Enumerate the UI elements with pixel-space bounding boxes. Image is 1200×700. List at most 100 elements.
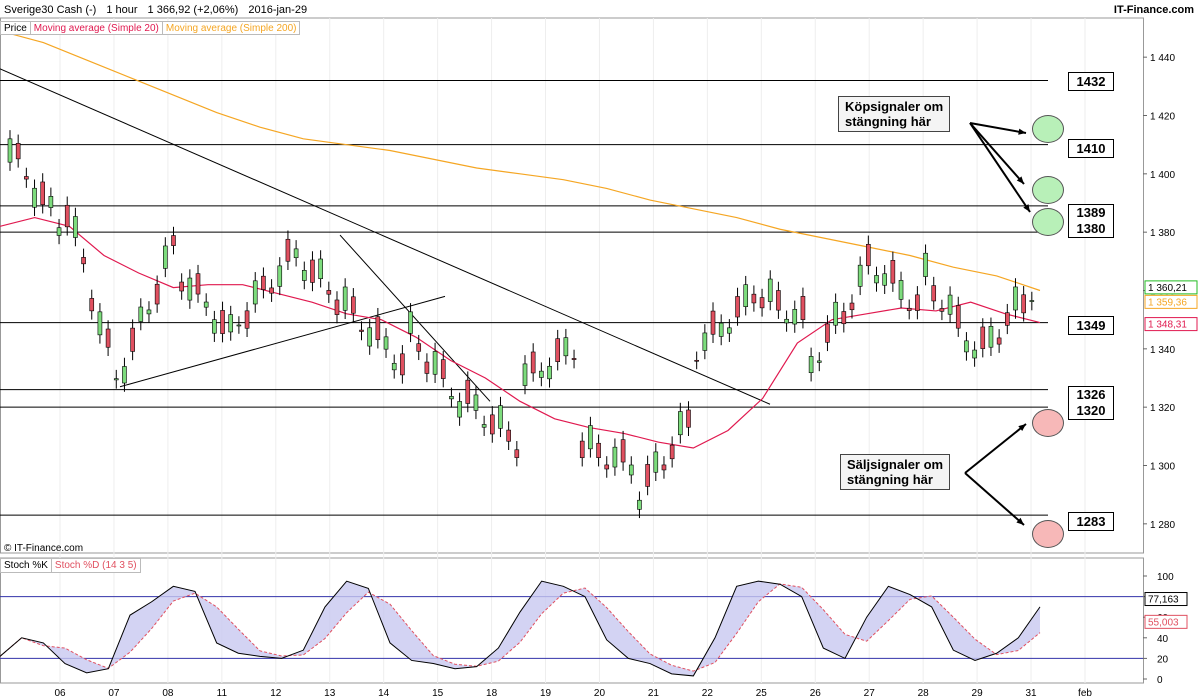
current-value-tag xyxy=(1144,294,1198,309)
stoch-value-text: 55,003 xyxy=(1148,617,1179,628)
candle-body xyxy=(596,442,601,458)
x-tick-label: 12 xyxy=(270,688,282,699)
price-tick-label: 1 320 xyxy=(1150,403,1175,414)
candle-body xyxy=(146,309,152,315)
x-tick-label: 28 xyxy=(918,688,930,699)
current-value-tag xyxy=(1144,280,1198,295)
candle-body xyxy=(81,257,86,265)
level-label-1410: 1410 xyxy=(1068,139,1114,158)
x-tick-label: 11 xyxy=(217,688,228,699)
candle-body xyxy=(105,328,111,348)
candle-body xyxy=(857,264,863,287)
candle-body xyxy=(293,248,299,259)
candle-body xyxy=(759,297,765,309)
trend-line xyxy=(339,234,491,402)
candle-body xyxy=(612,446,618,468)
level-label-1389: 1389 xyxy=(1076,205,1106,220)
candle-body xyxy=(628,464,634,476)
candle-body xyxy=(449,396,454,400)
candle-body xyxy=(563,337,569,357)
candle-body xyxy=(400,353,405,376)
x-tick-label: 22 xyxy=(702,688,714,699)
level-label-1349: 1349 xyxy=(1068,316,1114,335)
candle-body xyxy=(7,138,13,163)
price-tick-label: 1 340 xyxy=(1150,345,1175,356)
candle-body xyxy=(351,296,356,314)
stoch-d-legend: Stoch %D (14 3 5) xyxy=(50,558,141,573)
candle-body xyxy=(195,273,201,295)
candle-body xyxy=(947,294,953,315)
x-tick-label: 31 xyxy=(1025,688,1037,699)
candle-body xyxy=(751,293,757,304)
candle-body xyxy=(792,309,798,325)
candle-body xyxy=(220,310,225,334)
candle-body xyxy=(898,280,904,300)
x-tick-label: 19 xyxy=(540,688,552,699)
x-tick-label: 07 xyxy=(108,688,120,699)
x-tick-label: 25 xyxy=(756,688,768,699)
candle-body xyxy=(678,411,683,436)
candle-body xyxy=(906,307,912,311)
x-tick-label: 21 xyxy=(648,688,660,699)
candle-body xyxy=(784,318,789,324)
level-label-1320: 1320 xyxy=(1076,403,1106,418)
last-price-label: 1 366,92 (+2,06%) xyxy=(147,4,239,16)
x-tick-label: 13 xyxy=(324,688,336,699)
candle-body xyxy=(506,429,511,442)
stoch-legend: Stoch %K Stoch %D (14 3 5) xyxy=(0,558,141,573)
candle-body xyxy=(457,401,462,418)
candle-body xyxy=(727,327,732,334)
legend-ma200: Moving average (Simple 200) xyxy=(161,21,301,35)
candle-body xyxy=(547,365,552,380)
candle-body xyxy=(939,308,945,312)
candle-body xyxy=(277,265,283,287)
annotation-arrow xyxy=(964,472,1025,526)
candle-body xyxy=(841,311,847,325)
x-tick-label: 18 xyxy=(486,688,498,699)
candle-body xyxy=(48,196,54,208)
annotation-arrowhead xyxy=(1018,128,1026,135)
stoch-d-line xyxy=(0,583,1041,672)
candle-body xyxy=(702,332,708,351)
candle-body xyxy=(326,290,332,295)
candle-body xyxy=(171,235,176,246)
candle-body xyxy=(32,187,37,208)
x-tick-label: 15 xyxy=(432,688,444,699)
annotation-arrow xyxy=(969,122,1031,213)
candle-body xyxy=(130,327,135,352)
candle-body xyxy=(588,425,593,450)
price-tick-label: 1 400 xyxy=(1150,170,1175,181)
candle-body xyxy=(64,204,70,228)
candle-body xyxy=(996,337,1002,345)
x-tick-label: 26 xyxy=(810,688,822,699)
trend-line xyxy=(0,68,771,405)
current-value-text: 1 348,31 xyxy=(1148,320,1187,331)
price-tick-label: 1 420 xyxy=(1150,112,1175,123)
candle-body xyxy=(97,311,103,336)
candle-body xyxy=(833,301,838,326)
candle-body xyxy=(620,439,626,463)
level-label-1380: 1380 xyxy=(1076,221,1106,236)
x-tick-label: 08 xyxy=(162,688,174,699)
candle-body xyxy=(964,340,969,353)
candle-body xyxy=(972,349,977,359)
candle-body xyxy=(138,306,144,322)
interval-label: 1 hour xyxy=(106,4,138,16)
current-value-tag xyxy=(1144,317,1198,332)
candle-body xyxy=(800,296,806,320)
candle-body xyxy=(179,281,184,292)
candle-body xyxy=(154,283,160,305)
x-tick-label: 27 xyxy=(864,688,876,699)
candle-body xyxy=(686,409,691,428)
price-tick-label: 1 380 xyxy=(1150,228,1175,239)
stoch-tick-label: 0 xyxy=(1157,675,1163,686)
candle-body xyxy=(113,378,119,381)
candle-body xyxy=(334,299,340,315)
x-tick-label: feb xyxy=(1078,688,1092,699)
candle-body xyxy=(571,358,577,360)
candle-body xyxy=(530,351,536,374)
candle-body xyxy=(669,444,675,460)
candle-body xyxy=(89,298,95,312)
candle-body xyxy=(432,351,438,375)
candle-body xyxy=(653,451,659,473)
